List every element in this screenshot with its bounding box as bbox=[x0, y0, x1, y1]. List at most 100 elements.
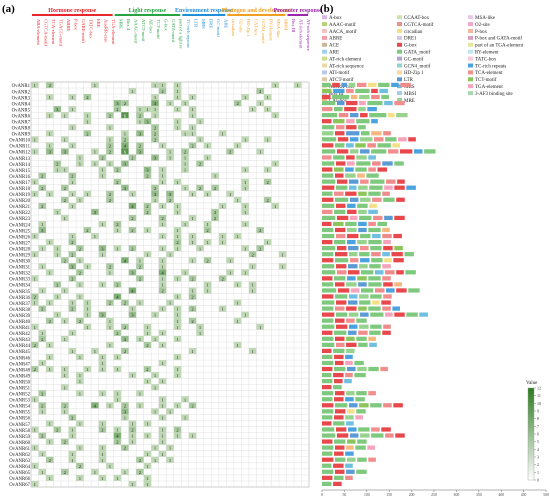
heatmap-cell-value: 1 bbox=[71, 452, 74, 457]
heatmap-cell-value: 1 bbox=[101, 458, 104, 463]
heatmap-cell-value: 3 bbox=[154, 156, 157, 161]
structure-segment bbox=[368, 239, 382, 245]
structure-segment bbox=[360, 149, 370, 154]
heatmap-cell bbox=[188, 293, 197, 300]
structure-segment bbox=[396, 113, 408, 118]
legend-swatch bbox=[322, 77, 327, 82]
heatmap-cell bbox=[31, 323, 39, 330]
structure-segment bbox=[344, 106, 357, 112]
heatmap-cell bbox=[143, 118, 152, 125]
gene-label: OvANR7 bbox=[12, 121, 31, 126]
structure-segment bbox=[335, 427, 347, 432]
axis-tick-label: 300 bbox=[454, 493, 460, 497]
heatmap-cell bbox=[106, 160, 114, 167]
heatmap-cell-value: 1 bbox=[41, 331, 44, 336]
heatmap-cell-value: 2 bbox=[64, 258, 67, 263]
heatmap-cell-value: 1 bbox=[64, 216, 67, 221]
structure-segment bbox=[348, 246, 359, 251]
heatmap-cell bbox=[241, 311, 249, 318]
structure-segment bbox=[408, 137, 416, 142]
heatmap-cell-value: 1 bbox=[191, 349, 194, 354]
heatmap-cell-value: 1 bbox=[191, 289, 194, 294]
structure-segment bbox=[322, 125, 335, 130]
structure-segment bbox=[396, 270, 404, 275]
structure-segment bbox=[356, 155, 367, 160]
heatmap-cell bbox=[61, 166, 69, 173]
structure-segment bbox=[348, 294, 358, 299]
heatmap-cell-value: 2 bbox=[191, 403, 194, 408]
heatmap-cell bbox=[151, 384, 159, 391]
heatmap-cell-value: 1 bbox=[184, 131, 187, 136]
heatmap-cell bbox=[76, 317, 84, 324]
heatmap-cell-value: 1 bbox=[176, 337, 179, 342]
legend-swatch bbox=[397, 49, 402, 54]
heatmap-cell-value: 3 bbox=[124, 162, 127, 167]
structure-segment bbox=[322, 421, 332, 426]
structure-segment bbox=[371, 94, 380, 100]
legend-swatch bbox=[468, 22, 473, 27]
heatmap-cell bbox=[98, 420, 107, 427]
structure-segment bbox=[358, 185, 368, 190]
heatmap: 1 2 1 1 1 1 1 11 2 1 21 1 2 1 1 1 1 13 2 4 1 1 2 13 1 2 1 1 1 1 1 1 11 1 1… bbox=[30, 81, 310, 488]
heatmap-cell bbox=[31, 426, 39, 433]
heatmap-cell-value: 1 bbox=[34, 276, 37, 281]
heatmap-cell bbox=[211, 208, 219, 215]
heatmap-cell bbox=[113, 166, 122, 173]
structure-segment bbox=[387, 113, 395, 118]
structure-segment bbox=[382, 306, 391, 311]
structure-segment bbox=[387, 149, 399, 154]
gene-label: OvANR9 bbox=[12, 133, 31, 138]
heatmap-cell bbox=[233, 299, 242, 306]
heatmap-cell bbox=[106, 148, 114, 155]
structure-segment bbox=[357, 457, 367, 462]
heatmap-cell bbox=[98, 426, 107, 433]
legend-label: MBS bbox=[404, 85, 415, 90]
heatmap-cell bbox=[151, 456, 159, 463]
structure-segment bbox=[346, 143, 354, 148]
structure-segment bbox=[322, 324, 335, 329]
heatmap-cell-value: 3 bbox=[146, 119, 149, 124]
heatmap-cell-value: 1 bbox=[101, 422, 104, 427]
heatmap-cell bbox=[121, 335, 129, 342]
heatmap-cell bbox=[188, 112, 197, 119]
heatmap-cell bbox=[158, 275, 167, 282]
heatmap-cell-value: 2 bbox=[124, 137, 127, 142]
structure-segment bbox=[370, 312, 384, 317]
structure-segment bbox=[368, 282, 382, 287]
structure-segment bbox=[358, 106, 366, 112]
heatmap-cell bbox=[136, 263, 144, 270]
heatmap-cell bbox=[61, 196, 69, 203]
heatmap-cell-value: 2 bbox=[64, 470, 67, 475]
heatmap-cell bbox=[188, 432, 197, 439]
heatmap-cell bbox=[98, 450, 107, 457]
heatmap-cell bbox=[31, 480, 39, 487]
heatmap-cell bbox=[61, 438, 69, 445]
heatmap-cell bbox=[98, 366, 107, 373]
structure-segment bbox=[347, 439, 356, 444]
heatmap-cell-value: 3 bbox=[169, 192, 172, 197]
heatmap-cell-value: 1 bbox=[94, 234, 97, 239]
gene-label: OvANR63 bbox=[9, 459, 30, 464]
heatmap-cell bbox=[271, 82, 279, 89]
legend-swatch bbox=[468, 35, 473, 40]
heatmap-cell-value: 2 bbox=[79, 464, 82, 469]
heatmap-cell bbox=[173, 426, 182, 433]
gene-label: OvANR43 bbox=[9, 338, 30, 343]
heatmap-cell bbox=[38, 408, 47, 415]
heatmap-cell-value: 2 bbox=[41, 434, 44, 439]
structure-segment bbox=[322, 336, 334, 341]
structure-segment bbox=[360, 246, 369, 251]
heatmap-cell bbox=[83, 323, 92, 330]
structure-segment bbox=[360, 137, 373, 142]
heatmap-cell-value: 1 bbox=[64, 409, 67, 414]
heatmap-cell-value: 2 bbox=[109, 198, 112, 203]
gene-label: OvANR56 bbox=[9, 417, 30, 422]
structure-segment bbox=[356, 336, 367, 341]
structure-segment bbox=[322, 173, 334, 178]
heatmap-cell-value: 4 bbox=[124, 143, 127, 148]
heatmap-cell bbox=[158, 178, 167, 185]
legend-swatch bbox=[468, 49, 473, 54]
heatmap-cell bbox=[143, 323, 152, 330]
heatmap-cell-value: 3 bbox=[131, 270, 134, 275]
heatmap-cell-value: 1 bbox=[109, 270, 112, 275]
